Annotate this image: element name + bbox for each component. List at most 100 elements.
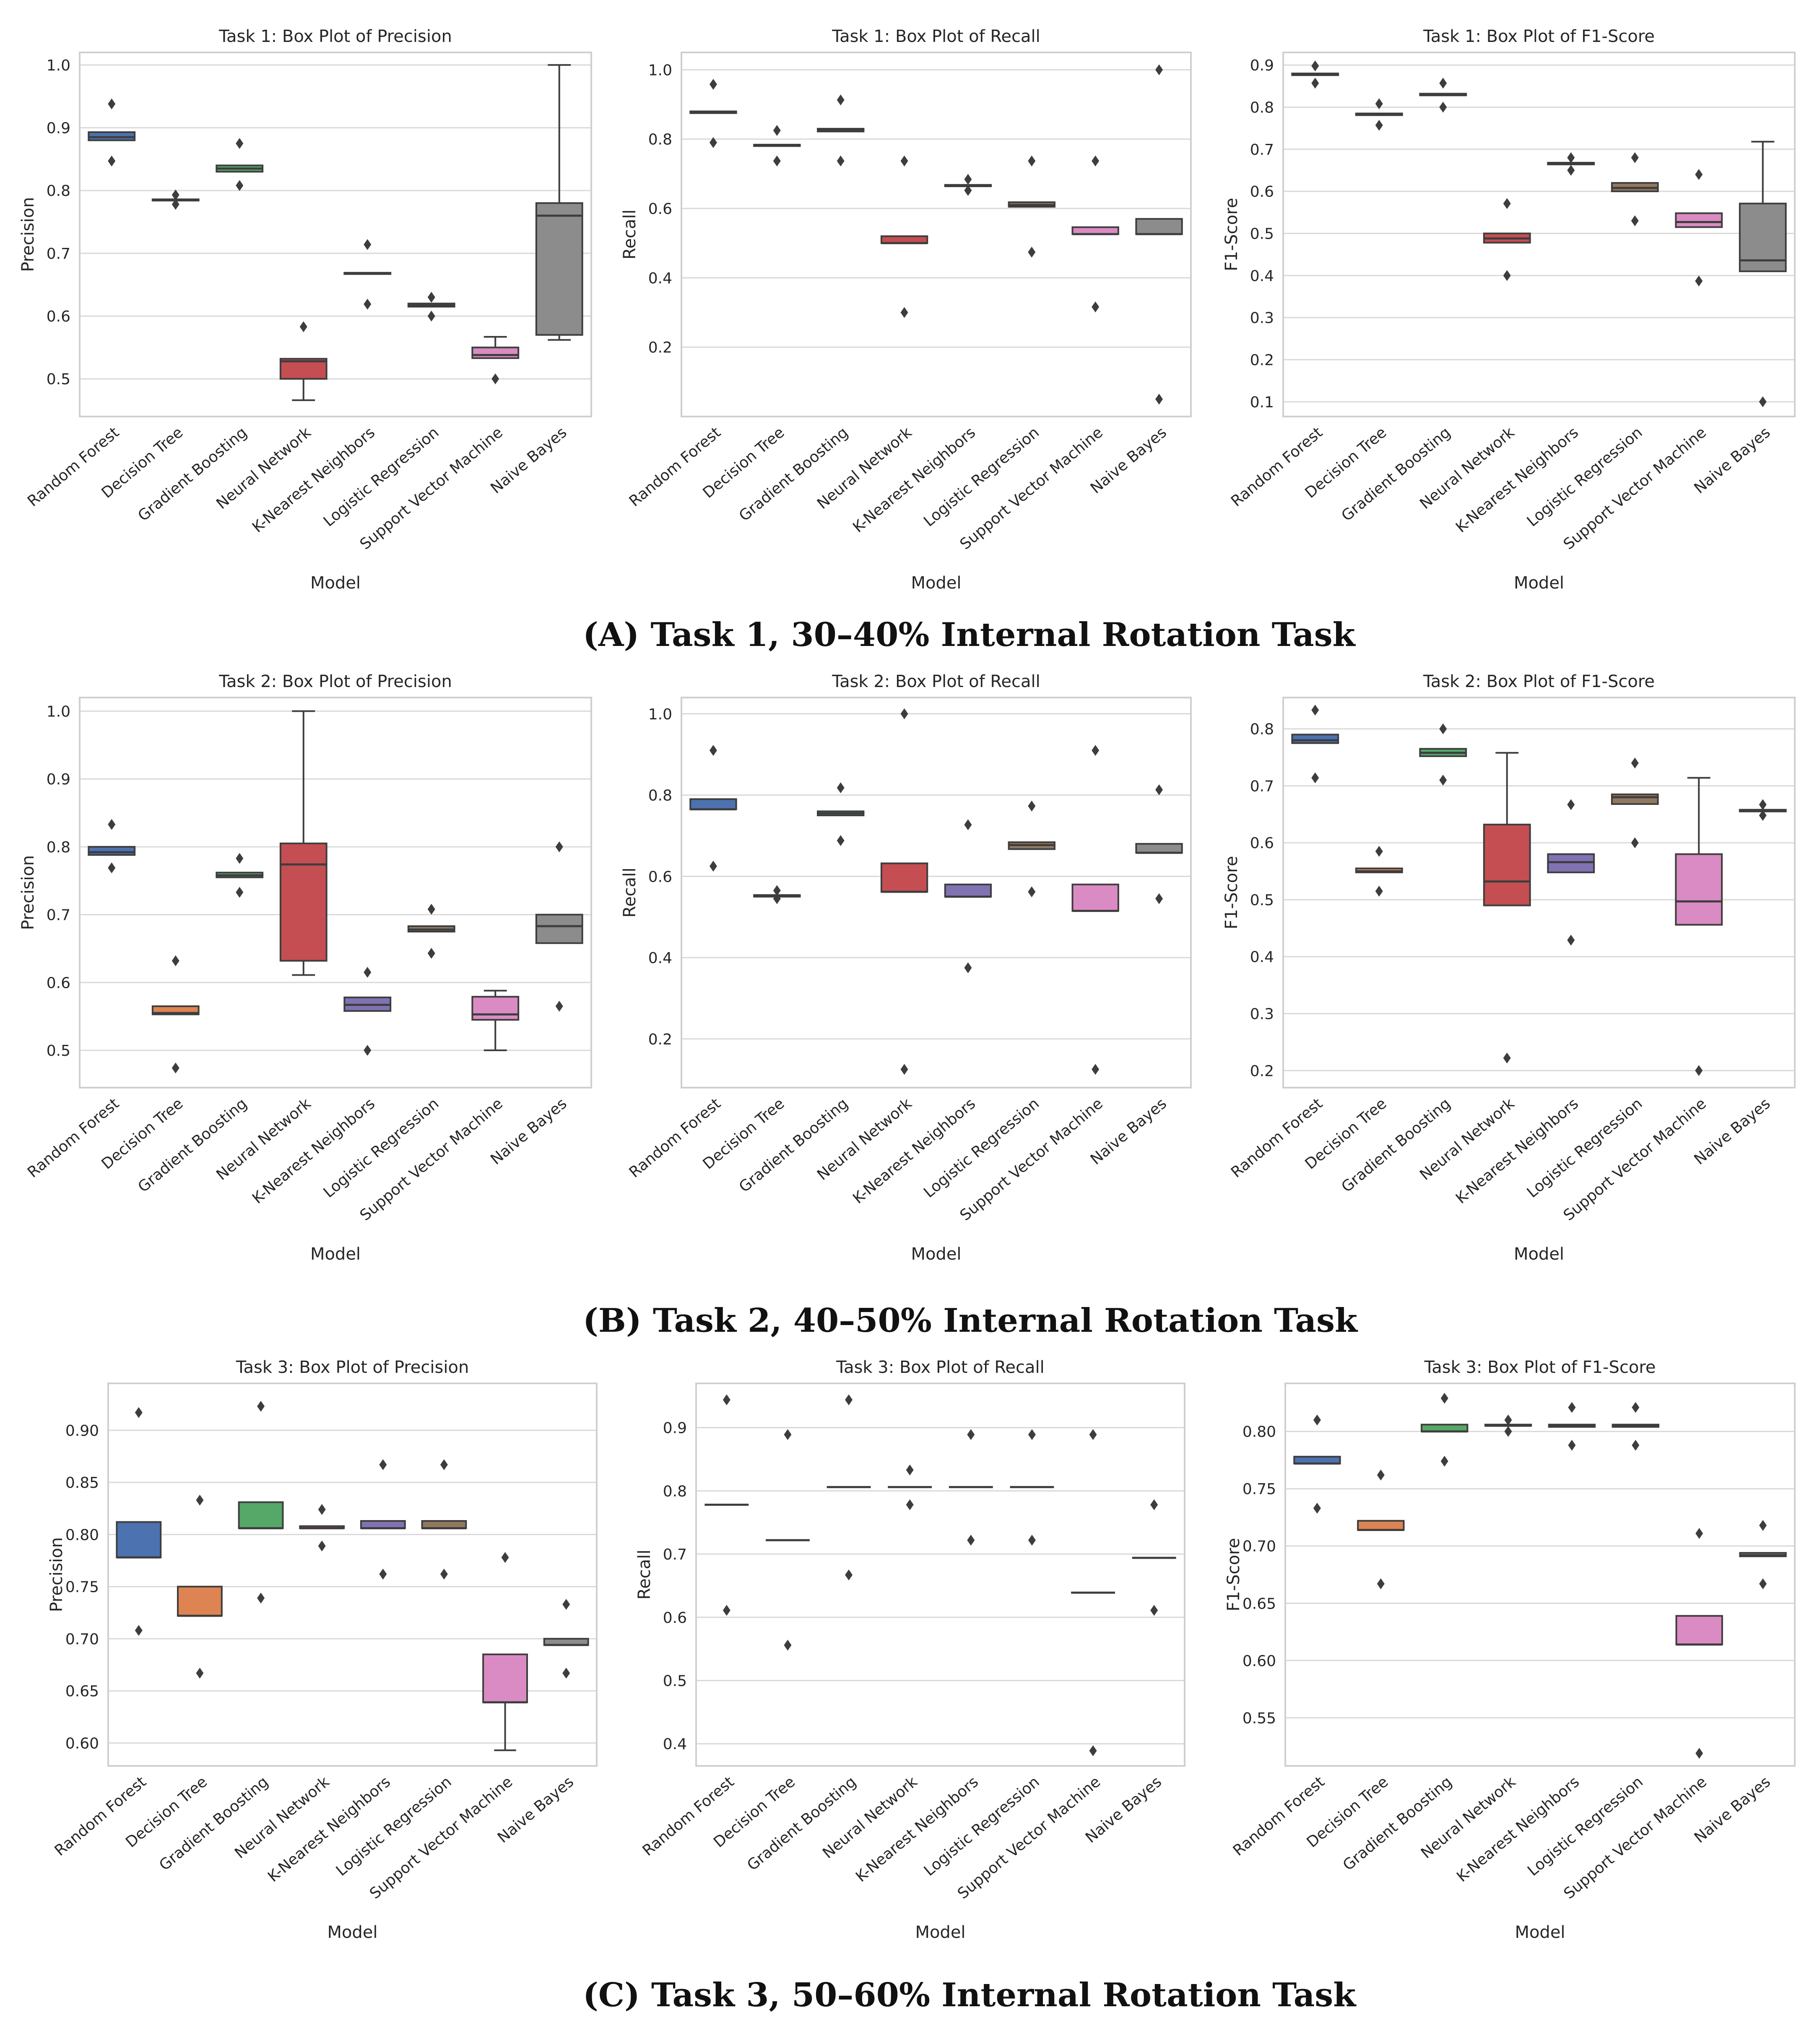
outlier-point [964,962,972,974]
outlier-point [501,1552,509,1563]
outlier-point [257,1592,265,1604]
outlier-point [379,1568,387,1580]
y-tick-label: 0.2 [648,339,672,357]
caption-a-text: Task 1, 30–40% Internal Rotation Task [639,616,1356,654]
box-neural-network [1483,823,1531,906]
outlier-point [1439,723,1447,734]
box-decision-tree [1357,1520,1405,1531]
box-k-nearest-neighbors [944,883,992,898]
box-random-forest [88,846,136,856]
outlier-point [1631,837,1639,849]
outlier-point [784,1429,792,1440]
outlier-point [723,1394,730,1406]
outlier-point [845,1394,853,1406]
outlier-point [1567,152,1575,163]
box-support-vector-machine [482,1653,528,1703]
outlier-point [1631,758,1639,769]
outlier-point [108,862,116,873]
outlier-point [236,138,244,149]
outlier-point [1631,215,1639,227]
chart-title: Task 2: Box Plot of Recall [832,672,1040,691]
y-axis-label: F1-Score [1224,1538,1243,1612]
y-tick-label: 0.9 [47,771,70,788]
outlier-point [1632,1402,1640,1413]
outlier-point [1439,102,1447,113]
outlier-point [1568,1440,1576,1451]
outlier-point [172,1062,179,1074]
y-tick-label: 0.6 [663,1609,687,1627]
outlier-point [1028,800,1036,812]
y-tick-label: 0.60 [65,1735,99,1752]
y-axis-label: Recall [635,1549,654,1599]
outlier-point [1092,301,1100,312]
y-tick-label: 0.8 [648,131,672,148]
box-naive-bayes [535,914,583,944]
box-neural-network [880,862,928,893]
y-tick-label: 0.3 [1250,1006,1274,1023]
outlier-point [773,885,781,896]
x-axis-label: Model [915,1923,965,1942]
outlier-point [1504,1426,1512,1437]
outlier-point [837,835,845,846]
y-tick-label: 0.6 [47,974,70,992]
outlier-point [1503,270,1511,281]
outlier-point [196,1495,204,1506]
x-axis-label: Model [911,573,961,593]
y-tick-label: 0.7 [1250,778,1274,795]
outlier-point [964,174,972,185]
x-axis-label: Model [310,573,361,593]
outlier-point [773,125,781,136]
outlier-point [1695,169,1703,180]
y-tick-label: 0.4 [648,270,672,287]
outlier-point [709,861,717,872]
outlier-point [1567,799,1575,810]
outlier-point [964,185,972,196]
box-support-vector-machine [1675,853,1723,926]
outlier-point [1155,893,1163,904]
box-k-nearest-neighbors [1547,853,1595,873]
outlier-point [1695,1065,1703,1076]
y-axis-label: Precision [18,855,38,930]
outlier-point [1695,275,1703,286]
outlier-point [837,155,845,167]
y-tick-label: 0.7 [663,1546,687,1563]
outlier-point [773,893,781,904]
x-axis-label: Model [1515,1923,1565,1942]
outlier-point [135,1625,143,1636]
outlier-point [1375,98,1383,109]
outlier-point [709,79,717,90]
outlier-point [1695,1528,1703,1539]
chart-title: Task 1: Box Plot of Precision [218,27,452,46]
chart-title: Task 3: Box Plot of F1-Score [1424,1358,1656,1377]
outlier-point [1695,1747,1703,1759]
y-tick-label: 0.1 [1250,394,1274,411]
box-support-vector-machine [471,996,520,1021]
outlier-point [427,948,435,959]
y-axis-label: F1-Score [1222,198,1241,271]
plot-frame [79,697,592,1088]
y-tick-label: 0.8 [663,1483,687,1500]
box-logistic-regression [1611,793,1659,805]
outlier-point [837,94,845,106]
caption-c-letter: (C) [583,1976,640,2014]
outlier-point [1439,78,1447,89]
caption-c: (C) Task 3, 50–60% Internal Rotation Tas… [583,1976,1357,2014]
outlier-point [427,310,435,322]
outlier-point [364,239,372,250]
outlier-point [236,180,244,191]
y-tick-label: 0.4 [1250,268,1274,285]
y-tick-label: 0.5 [47,1042,70,1060]
outlier-point [964,819,972,831]
chart-title: Task 3: Box Plot of Precision [236,1358,469,1377]
outlier-point [1567,164,1575,176]
y-axis-label: Recall [620,867,639,917]
x-axis-label: Model [327,1923,377,1942]
y-tick-label: 0.85 [65,1474,99,1492]
y-tick-label: 0.75 [65,1579,99,1596]
outlier-point [723,1605,730,1616]
y-tick-label: 0.60 [1243,1653,1276,1670]
y-tick-label: 0.5 [1250,225,1274,242]
chart-title: Task 2: Box Plot of Precision [218,672,452,691]
outlier-point [318,1504,326,1515]
y-tick-label: 0.6 [648,200,672,218]
